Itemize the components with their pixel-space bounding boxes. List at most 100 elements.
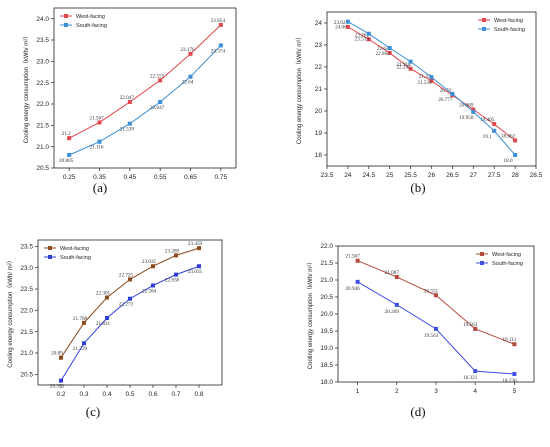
y-tick-label: 21	[315, 86, 323, 93]
data-label: 18.321	[463, 375, 478, 381]
series-line-west	[68, 24, 222, 139]
data-point	[128, 296, 132, 301]
data-point	[151, 264, 155, 269]
data-point	[492, 128, 497, 133]
data-label: 20.269	[385, 309, 400, 315]
x-tick-label: 0.55	[154, 174, 167, 181]
data-point	[345, 19, 350, 24]
plot-frame	[53, 7, 237, 169]
x-tick-label: 0.6	[148, 391, 157, 398]
y-axis-label: Cooling energy consumption（kWh/ m²）	[296, 34, 303, 144]
x-tick-label: 0.8	[194, 391, 203, 398]
data-label: 23.261	[355, 32, 370, 38]
legend-swatch-marker	[64, 14, 68, 18]
data-point	[513, 153, 518, 157]
data-label: 23.854	[211, 18, 226, 24]
x-tick-label: 0.65	[184, 174, 197, 181]
data-label: 20.89	[51, 351, 63, 357]
data-point	[429, 78, 434, 83]
x-tick-label: 0.4	[102, 391, 111, 398]
data-label: 21.539	[417, 80, 432, 86]
x-tick-label: 2	[395, 388, 399, 395]
data-label: 18.662	[501, 133, 516, 139]
data-point	[408, 59, 413, 64]
data-label: 23.035	[188, 269, 203, 275]
x-tick-label: 28	[511, 172, 519, 179]
panel-caption: (d)	[410, 404, 425, 419]
data-point	[492, 122, 497, 127]
data-label: 20.946	[345, 286, 360, 292]
data-point	[158, 99, 163, 104]
legend-label: West-facing	[494, 18, 523, 24]
data-label: 21.229	[73, 346, 88, 352]
x-tick-label: 26.5	[446, 172, 459, 179]
data-point	[345, 24, 350, 29]
data-label: 20.72	[440, 88, 452, 94]
plot-frame	[37, 239, 223, 386]
data-point	[218, 43, 223, 48]
y-tick-label: 20.0	[320, 311, 333, 318]
data-point	[387, 50, 392, 55]
x-tick-label: 0.35	[93, 174, 106, 181]
data-label: 22.64	[182, 80, 194, 86]
y-tick-label: 21.0	[20, 350, 33, 357]
x-tick-label: 0.5	[125, 391, 134, 398]
chart-panel-a: 0.25 0.35 0.45 0.55 0.65 0.75 20.5 21.0 21.5 22.0…	[23, 7, 237, 195]
data-point	[127, 99, 132, 104]
x-tick-label: 4	[473, 388, 477, 395]
x-tick-label: 23.5	[321, 172, 334, 179]
data-label: 22.555	[150, 73, 165, 79]
data-label: 23.459	[188, 241, 203, 247]
data-label: 23.035	[142, 259, 157, 265]
data-point	[473, 369, 478, 374]
y-tick-label: 18.0	[320, 379, 333, 386]
y-axis-label: Cooling energy consumption（kWh/ m²）	[307, 259, 314, 369]
data-label: 22.273	[119, 302, 134, 308]
data-label: 21.567	[89, 115, 104, 121]
data-point	[151, 283, 155, 288]
data-point	[158, 78, 163, 83]
legend-label: South-facing	[494, 27, 525, 33]
chart-panel-c: 0.2 0.3 0.4 0.5 0.6 0.7 0.8 20.5 21.0 21.5 22.0 22.…	[7, 239, 223, 419]
legend-swatch-marker	[48, 246, 52, 250]
y-axis-label: Cooling energy consumption（kWh/ m²）	[23, 33, 30, 143]
data-point	[434, 293, 438, 298]
legend-label: West-facing	[60, 246, 89, 252]
x-tick-label: 26	[428, 172, 436, 179]
data-label: 24.06	[335, 25, 347, 31]
data-label: 21.918	[396, 62, 411, 68]
legend-swatch-marker	[482, 27, 486, 31]
series-line-west	[357, 260, 515, 345]
data-label: 19.958	[459, 115, 474, 121]
data-point	[408, 66, 413, 71]
y-tick-label: 20.5	[320, 294, 333, 301]
data-label: 21.37	[419, 74, 431, 80]
panel-caption: (c)	[86, 404, 100, 419]
data-point	[394, 302, 399, 307]
data-point	[471, 107, 476, 112]
data-label: 22.047	[150, 105, 165, 111]
y-tick-label: 23	[315, 42, 323, 49]
data-label: 21.539	[120, 127, 135, 133]
data-label: 22.047	[120, 95, 135, 101]
data-point	[67, 136, 72, 141]
data-point	[128, 277, 132, 282]
data-label: 18.236	[502, 378, 517, 384]
chart-panel-d: 1 2 3 4 5 18.0 18.5 19.0 19.5 20.0 20.5 21.0 21.5 22.…	[307, 243, 535, 419]
data-point	[105, 295, 109, 300]
data-point	[471, 109, 476, 114]
y-tick-label: 23.0	[36, 59, 49, 66]
legend-swatch-marker	[480, 261, 484, 265]
data-point	[174, 272, 178, 277]
x-tick-label: 0.25	[63, 174, 76, 181]
x-tick-label: 27.5	[488, 172, 501, 179]
y-tick-label: 19.0	[320, 345, 333, 352]
data-point	[218, 22, 223, 27]
data-point	[355, 258, 360, 263]
y-tick-label: 20.5	[36, 165, 49, 172]
data-point	[429, 75, 434, 80]
y-tick-label: 21.0	[36, 144, 49, 151]
data-point	[450, 91, 455, 96]
data-label: 20.353	[50, 384, 65, 390]
legend-label: South-facing	[492, 261, 523, 267]
